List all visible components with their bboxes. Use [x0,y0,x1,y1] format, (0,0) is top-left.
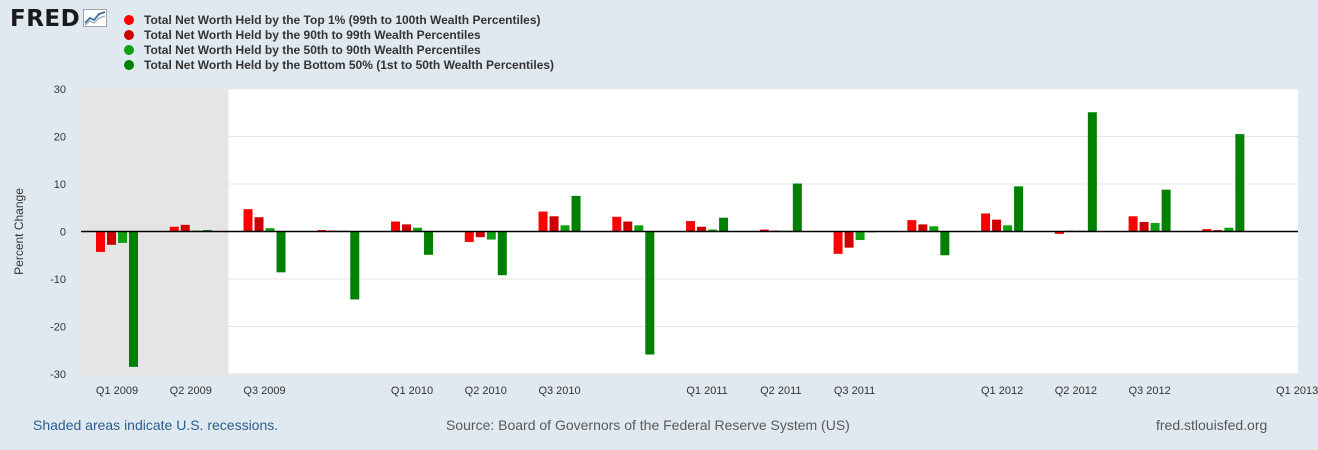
bar [475,231,485,238]
bar [833,231,843,254]
x-tick-label: Q3 2012 [1129,385,1171,397]
legend-label: Total Net Worth Held by the Bottom 50% (… [144,57,555,72]
bar [645,231,655,355]
x-tick-label: Q2 2012 [1055,385,1097,397]
fred-logo[interactable]: FRED [10,6,108,32]
x-tick-label: Q3 2009 [243,385,285,397]
bar [992,219,1002,232]
fred-logo-text: FRED [10,6,81,32]
bar [350,231,360,300]
y-axis-title: Percent Change [12,188,26,275]
bar [719,217,729,232]
y-tick-label: 0 [60,227,66,239]
bar [169,226,179,232]
bar [708,229,718,232]
x-tick-label: Q1 2011 [686,385,727,397]
bar [464,231,474,242]
line-chart-icon [83,8,108,32]
legend-item-top1[interactable]: Total Net Worth Held by the Top 1% (99th… [124,12,554,27]
y-tick-label: -20 [50,322,66,334]
bar [1087,112,1097,232]
bar [634,225,644,232]
bar [792,183,802,232]
bar [424,231,434,255]
bar [1235,134,1245,232]
y-tick-label: 30 [54,84,66,96]
bar [276,231,286,273]
bar [855,231,865,241]
bar [560,225,570,232]
bar [497,231,507,276]
legend-item-90-99[interactable]: Total Net Worth Held by the 90th to 99th… [124,27,554,42]
x-tick-label: Q1 2013 [1276,385,1318,397]
bar [1003,225,1013,232]
x-tick-label: Q2 2011 [760,385,801,397]
bar [1014,186,1024,232]
bar [907,220,917,232]
bar [549,216,559,232]
legend-label: Total Net Worth Held by the 90th to 99th… [144,27,481,42]
chart-legend: Total Net Worth Held by the Top 1% (99th… [124,12,554,72]
legend-marker [124,14,134,25]
legend-marker [124,29,134,40]
bar [612,216,622,232]
source-text: Source: Board of Governors of the Federa… [446,417,850,433]
legend-item-bottom50[interactable]: Total Net Worth Held by the Bottom 50% (… [124,57,554,72]
bar [1202,229,1212,232]
y-tick-label: -30 [50,369,66,381]
y-tick-label: 20 [54,132,66,144]
x-tick-label: Q3 2011 [834,385,875,397]
bar [1150,222,1160,232]
bar [981,213,991,232]
bar [180,224,190,232]
bar [265,228,275,232]
bar [1054,231,1064,234]
bar [96,231,105,252]
bar [254,217,264,232]
bar [129,231,138,367]
bar [391,221,401,232]
x-tick-label: Q1 2009 [96,385,138,397]
bar [402,224,412,232]
legend-item-50-90[interactable]: Total Net Worth Held by the 50th to 90th… [124,42,554,57]
bar [1161,189,1171,232]
x-tick-label: Q1 2012 [981,385,1023,397]
recession-note-link[interactable]: Shaded areas indicate U.S. recessions. [33,417,279,433]
bar [538,211,548,232]
legend-marker [124,59,134,70]
bar [929,226,939,232]
bar [697,226,707,232]
bar [118,231,127,243]
y-tick-label: 10 [54,179,66,191]
x-tick-label: Q1 2010 [391,385,433,397]
bar [1128,216,1138,232]
bar [623,221,633,232]
legend-label: Total Net Worth Held by the 50th to 90th… [144,42,481,57]
bar [1224,227,1234,232]
x-tick-label: Q2 2010 [465,385,507,397]
bar [1139,222,1149,232]
x-tick-label: Q2 2009 [170,385,212,397]
bar [844,231,854,248]
bar [759,229,769,232]
bar [413,227,423,232]
x-tick-label: Q3 2010 [538,385,580,397]
bar [918,224,928,232]
site-link[interactable]: fred.stlouisfed.org [1156,417,1268,433]
legend-marker [124,44,134,55]
legend-label: Total Net Worth Held by the Top 1% (99th… [144,12,541,27]
bar [243,209,253,232]
bar [486,231,496,240]
bar [571,195,581,232]
bar [686,221,696,232]
y-tick-label: -10 [50,274,66,286]
bar [940,231,950,256]
bar [107,231,116,245]
